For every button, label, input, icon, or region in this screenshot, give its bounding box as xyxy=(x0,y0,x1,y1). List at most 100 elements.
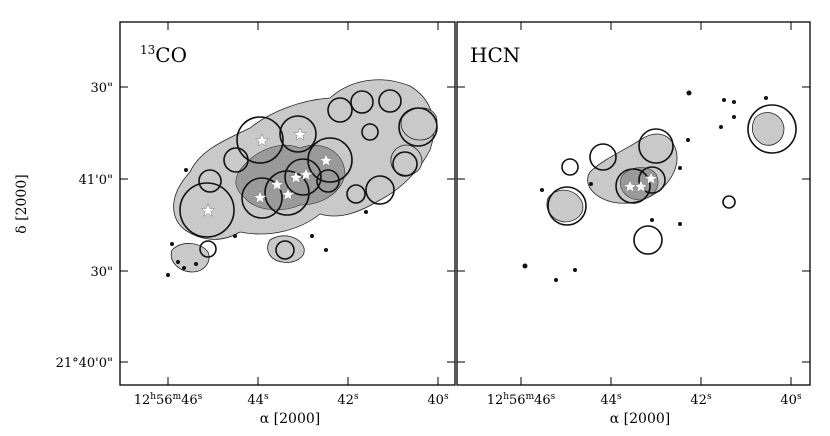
y-tick-label: 41'0" xyxy=(79,173,113,188)
co-dot xyxy=(170,242,174,246)
co-circle xyxy=(199,240,217,258)
hcn-stars xyxy=(622,171,659,193)
x-tick-label: 40s xyxy=(780,392,802,408)
co-clump-circles xyxy=(179,89,438,260)
x-tick-label: 42s xyxy=(337,392,359,408)
co-dot xyxy=(233,234,237,238)
y-tick-label: 30" xyxy=(90,265,113,280)
hcn-dot xyxy=(650,218,654,222)
co-circle xyxy=(350,90,374,114)
co-circle xyxy=(365,175,395,205)
co-circle xyxy=(327,97,353,123)
hcn-dots xyxy=(522,90,768,282)
hcn-dot xyxy=(522,263,528,269)
co-title-superscript: 13 xyxy=(140,43,155,57)
hcn-dot xyxy=(573,268,577,272)
co-star xyxy=(298,167,314,181)
co-star xyxy=(288,170,304,184)
co-circle xyxy=(279,115,317,153)
x-tick-label: 12h56m46s xyxy=(134,392,203,408)
hcn-circle xyxy=(589,143,617,171)
co-dot xyxy=(184,168,188,172)
co-panel-title: 13CO xyxy=(140,43,187,67)
co-dot xyxy=(166,273,170,277)
y-tick-label: 21°40'0" xyxy=(56,356,113,371)
co-dot xyxy=(176,260,180,264)
hcn-circle xyxy=(633,225,663,255)
co-star xyxy=(318,153,334,167)
hcn-dot xyxy=(764,96,768,100)
panel-hcn: HCN xyxy=(456,21,811,386)
co-stars xyxy=(200,127,334,217)
hcn-dot xyxy=(722,98,726,102)
co-circle xyxy=(378,89,402,113)
hcn-dot xyxy=(540,188,544,192)
hcn-emission-ne xyxy=(751,112,785,146)
y-tick-label: 30" xyxy=(90,81,113,96)
co-circle xyxy=(398,107,438,147)
co-dot xyxy=(194,262,198,266)
x-tick-label: 44s xyxy=(247,392,269,408)
x-axis-title-left: α [2000] xyxy=(260,411,320,427)
co-dot xyxy=(364,210,368,214)
hcn-star xyxy=(643,171,659,185)
co-star xyxy=(252,190,268,204)
hcn-circle xyxy=(638,166,666,194)
co-circle xyxy=(264,170,310,216)
co-star xyxy=(254,133,270,147)
x-tick-label: 40s xyxy=(427,392,449,408)
co-circle xyxy=(307,137,353,183)
hcn-circle xyxy=(561,158,579,176)
panel-co: 13CO xyxy=(119,21,456,386)
x-tick-label: 12h56m46s xyxy=(487,392,556,408)
co-circle xyxy=(284,158,322,196)
co-circle xyxy=(198,169,222,193)
hcn-clump-circles xyxy=(547,104,797,255)
co-star xyxy=(292,127,308,141)
hcn-circle xyxy=(615,168,651,204)
x-tick-label: 44s xyxy=(600,392,622,408)
co-circle xyxy=(346,184,366,204)
co-dot xyxy=(324,248,328,252)
co-title-main: CO xyxy=(155,43,187,67)
co-circle xyxy=(392,151,418,177)
y-axis-title: δ [2000] xyxy=(14,174,30,233)
co-dot xyxy=(310,234,314,238)
y-axis: 30" 41'0" 30" 21°40'0" δ [2000] xyxy=(14,81,810,371)
hcn-circle xyxy=(547,186,587,226)
hcn-circle xyxy=(747,104,797,154)
hcn-title-main: HCN xyxy=(470,43,520,67)
co-circle xyxy=(179,182,235,238)
co-dots xyxy=(166,168,368,277)
hcn-dot xyxy=(732,115,736,119)
hcn-dot xyxy=(686,90,692,96)
co-emission-sw xyxy=(170,243,210,273)
hcn-dot xyxy=(554,278,558,282)
hcn-star xyxy=(633,179,649,193)
hcn-panel-title: HCN xyxy=(470,43,520,67)
co-circle xyxy=(361,123,379,141)
co-dot xyxy=(182,266,186,270)
co-star xyxy=(200,203,216,217)
hcn-circle xyxy=(638,128,674,164)
hcn-dot xyxy=(678,166,682,170)
co-star xyxy=(269,177,285,191)
co-star xyxy=(280,187,296,201)
co-circle xyxy=(275,240,295,260)
co-circle xyxy=(241,177,283,219)
co-emission-s xyxy=(267,235,305,263)
x-axis: 12h56m46s 44s 42s 40s 12h56m46s 44s 42s … xyxy=(134,22,802,427)
x-axis-title-right: α [2000] xyxy=(610,411,670,427)
co-emission-core xyxy=(235,144,346,211)
hcn-dot xyxy=(732,100,736,104)
co-panel-frame xyxy=(119,21,456,386)
co-emission-e xyxy=(390,144,423,176)
hcn-dot xyxy=(686,138,690,142)
hcn-circle xyxy=(722,195,736,209)
hcn-dot xyxy=(678,222,682,226)
hcn-dot xyxy=(589,182,593,186)
hcn-dot xyxy=(719,125,723,129)
hcn-panel-frame xyxy=(456,21,811,386)
co-circle xyxy=(316,169,340,193)
